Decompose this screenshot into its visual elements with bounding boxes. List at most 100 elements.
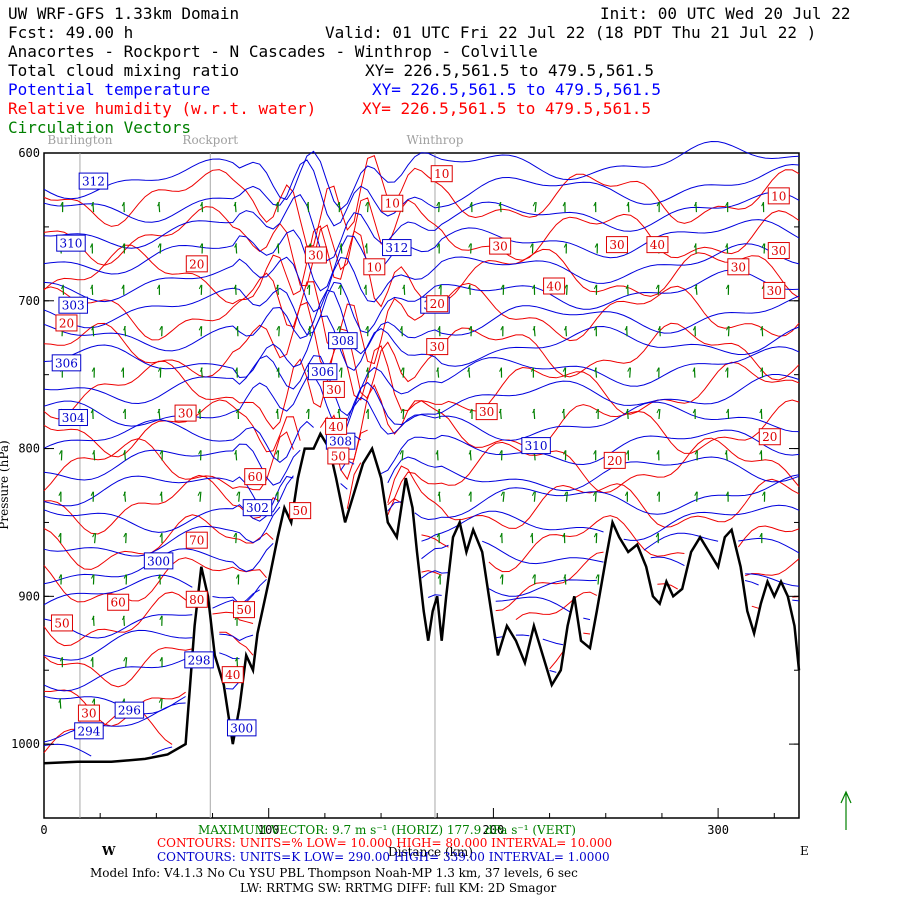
rh-label-box bbox=[55, 314, 78, 332]
vector-arrow bbox=[534, 202, 537, 213]
vector-arrow bbox=[657, 284, 660, 295]
rh-label: 30 bbox=[308, 248, 323, 262]
vector-arrow-head bbox=[275, 284, 279, 290]
vector-arrow-head bbox=[624, 491, 628, 496]
vector-arrow-head bbox=[159, 532, 163, 538]
rh-label: 20 bbox=[430, 297, 445, 311]
theta-label: 296 bbox=[118, 704, 141, 718]
rh-contour bbox=[43, 301, 800, 400]
vector-arrow-head bbox=[656, 408, 660, 414]
theta-label: 312 bbox=[385, 241, 408, 255]
theta-label: 304 bbox=[62, 411, 85, 425]
vector-arrow-head bbox=[198, 284, 202, 290]
vector-arrow-head bbox=[436, 532, 440, 538]
theta-contour bbox=[43, 396, 800, 464]
vector-arrow bbox=[340, 367, 343, 378]
x-tick-label: 0 bbox=[40, 823, 47, 837]
vector-arrow-head bbox=[197, 491, 201, 496]
theta-contour bbox=[43, 374, 800, 430]
theta-contour bbox=[43, 140, 800, 211]
vector-arrow-head bbox=[595, 408, 599, 414]
vector-arrow-head bbox=[235, 326, 239, 331]
vector-arrow-head bbox=[199, 367, 203, 372]
location-label: Winthrop bbox=[407, 133, 464, 147]
vector-arrow-head bbox=[468, 450, 472, 455]
rh-label: 50 bbox=[236, 603, 251, 617]
rh-label-box bbox=[543, 277, 566, 295]
theta-label-box bbox=[382, 239, 412, 257]
vector-arrow-head bbox=[499, 367, 502, 372]
vector-arrow-head bbox=[336, 201, 340, 207]
vector-arrow-head bbox=[91, 367, 95, 372]
vector-arrow-head bbox=[399, 450, 403, 455]
vector-arrow bbox=[533, 491, 536, 502]
rh-label-box bbox=[430, 165, 453, 183]
rh-label-box bbox=[767, 242, 790, 260]
vector-arrow-head bbox=[627, 367, 631, 372]
vector-arrow-head bbox=[530, 532, 534, 538]
vector-arrow-head bbox=[159, 450, 163, 455]
vector-arrow-head bbox=[157, 408, 161, 414]
field-name: Circulation Vectors bbox=[8, 118, 191, 137]
theta-label-box bbox=[328, 332, 358, 350]
vector-arrow-head bbox=[563, 243, 567, 248]
rh-label-box bbox=[381, 194, 404, 212]
rh-contour bbox=[43, 383, 800, 460]
vector-arrow-head bbox=[694, 201, 697, 207]
vector-arrow-head bbox=[275, 450, 279, 455]
theta-label: 306 bbox=[311, 365, 334, 379]
vector-arrow-head bbox=[760, 367, 763, 372]
rh-contour bbox=[43, 225, 800, 308]
vector-arrow bbox=[235, 533, 237, 544]
rh-label-box bbox=[232, 601, 255, 619]
theta-contour bbox=[43, 289, 800, 355]
vector-arrow-head bbox=[157, 201, 161, 207]
vector-arrow-head bbox=[692, 326, 696, 331]
max-vector-text: MAXIMUM VECTOR: 9.7 m s⁻¹ (HORIZ) 177.9 … bbox=[198, 823, 576, 837]
vector-arrow-head bbox=[594, 243, 598, 248]
vector-arrow-head bbox=[234, 367, 238, 372]
vector-arrow-head bbox=[90, 408, 94, 414]
rh-label-box bbox=[185, 255, 208, 273]
model-title: UW WRF-GFS 1.33km Domain bbox=[8, 4, 239, 23]
vector-arrow-head bbox=[307, 326, 311, 331]
vector-arrow-head bbox=[532, 201, 536, 207]
theta-contour-info: CONTOURS: UNITS=K LOW= 290.00 HIGH= 339.… bbox=[157, 850, 610, 864]
rh-label-box bbox=[646, 236, 669, 254]
vector-arrow-head bbox=[437, 491, 441, 496]
rh-label-box bbox=[758, 428, 781, 446]
vector-arrow-head bbox=[157, 574, 161, 579]
rh-label-box bbox=[605, 236, 628, 254]
vector-arrow-head bbox=[400, 408, 404, 414]
rh-label-box bbox=[603, 451, 626, 469]
rh-label-box bbox=[325, 417, 348, 435]
theta-label-box bbox=[184, 651, 214, 669]
rh-label-box bbox=[50, 614, 73, 632]
circulation-vectors bbox=[58, 201, 766, 709]
vector-arrow-head bbox=[593, 326, 597, 331]
rh-label: 60 bbox=[111, 596, 126, 610]
vector-arrow-head bbox=[563, 574, 567, 579]
rh-label: 10 bbox=[771, 189, 786, 203]
route-title: Anacortes - Rockport - N Cascades - Wint… bbox=[8, 42, 538, 61]
vector-arrow-head bbox=[338, 284, 342, 290]
rh-label: 30 bbox=[430, 340, 445, 354]
vector-arrow-head bbox=[159, 615, 163, 621]
vector-arrow-head bbox=[233, 201, 237, 207]
theta-contour bbox=[44, 658, 799, 714]
vector-arrow-head bbox=[532, 574, 536, 579]
valid-time: Valid: 01 UTC Fri 22 Jul 22 (18 PDT Thu … bbox=[325, 23, 816, 42]
y-tick-label: 1000 bbox=[11, 737, 40, 751]
field-name: Potential temperature bbox=[8, 80, 210, 99]
vector-arrow-head bbox=[561, 408, 565, 414]
location-label: Burlington bbox=[47, 133, 112, 147]
vector-arrow-head bbox=[761, 243, 765, 248]
y-axis-label: Pressure (hPa) bbox=[0, 440, 11, 529]
vector-arrow-head bbox=[90, 284, 94, 290]
theta-label-box bbox=[51, 354, 82, 372]
vector-arrow-head bbox=[90, 657, 94, 662]
vector-arrow-head bbox=[338, 367, 342, 372]
x-tick-label: 300 bbox=[707, 823, 729, 837]
vector-arrow-head bbox=[92, 450, 96, 455]
